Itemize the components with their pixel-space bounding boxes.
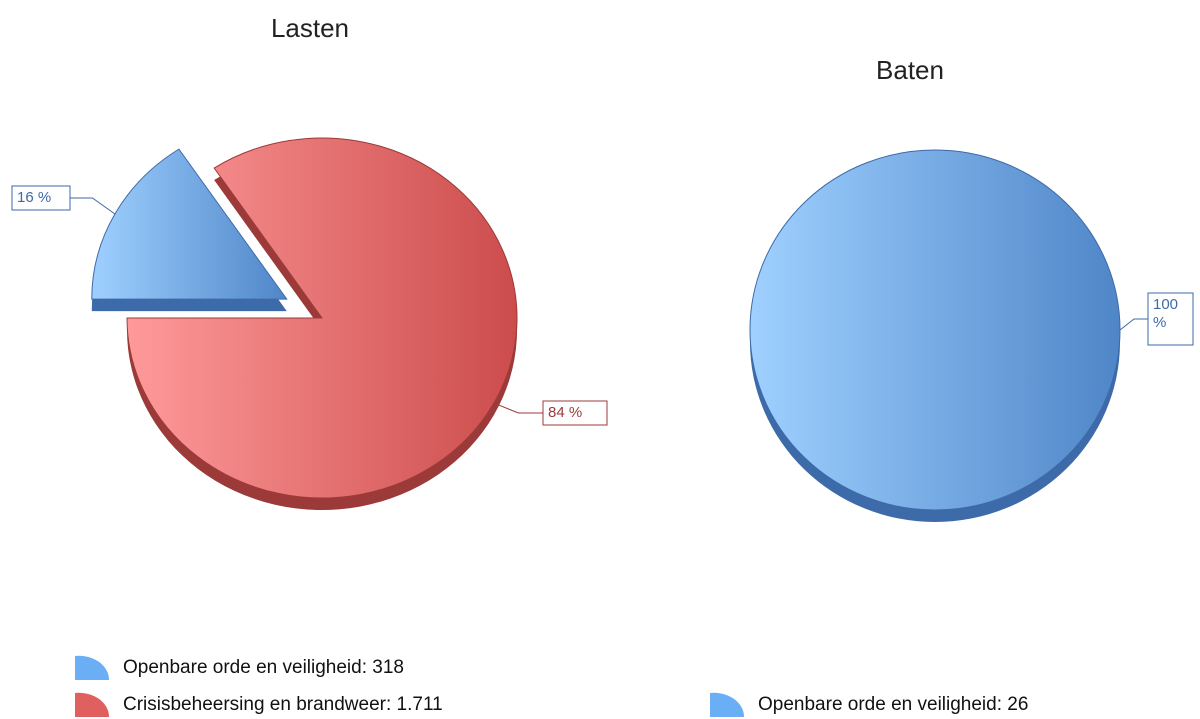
legend-label: Openbare orde en veiligheid: 318 xyxy=(123,657,404,678)
legend-swatch xyxy=(75,655,110,680)
leader-line xyxy=(70,197,116,215)
legend-label: Openbare orde en veiligheid: 26 xyxy=(758,694,1028,715)
chart-title: Lasten xyxy=(271,13,349,43)
percent-label: 84 % xyxy=(548,404,582,421)
percent-label-line: 100 xyxy=(1153,296,1178,313)
slice xyxy=(749,149,1121,511)
chart-title: Baten xyxy=(876,55,944,85)
percent-label: 16 % xyxy=(17,189,51,206)
slice xyxy=(91,148,288,300)
percent-label-line: % xyxy=(1153,314,1166,331)
leader-line xyxy=(1119,318,1148,331)
leader-line xyxy=(493,402,543,414)
label-box xyxy=(11,185,71,211)
label-box xyxy=(1147,292,1194,346)
slice xyxy=(126,137,518,499)
legend-label: Crisisbeheersing en brandweer: 1.711 xyxy=(123,694,443,715)
label-box xyxy=(542,400,608,426)
legend-swatch xyxy=(75,692,110,717)
legend-swatch xyxy=(710,692,745,717)
percent-label: 100% xyxy=(1153,296,1178,331)
